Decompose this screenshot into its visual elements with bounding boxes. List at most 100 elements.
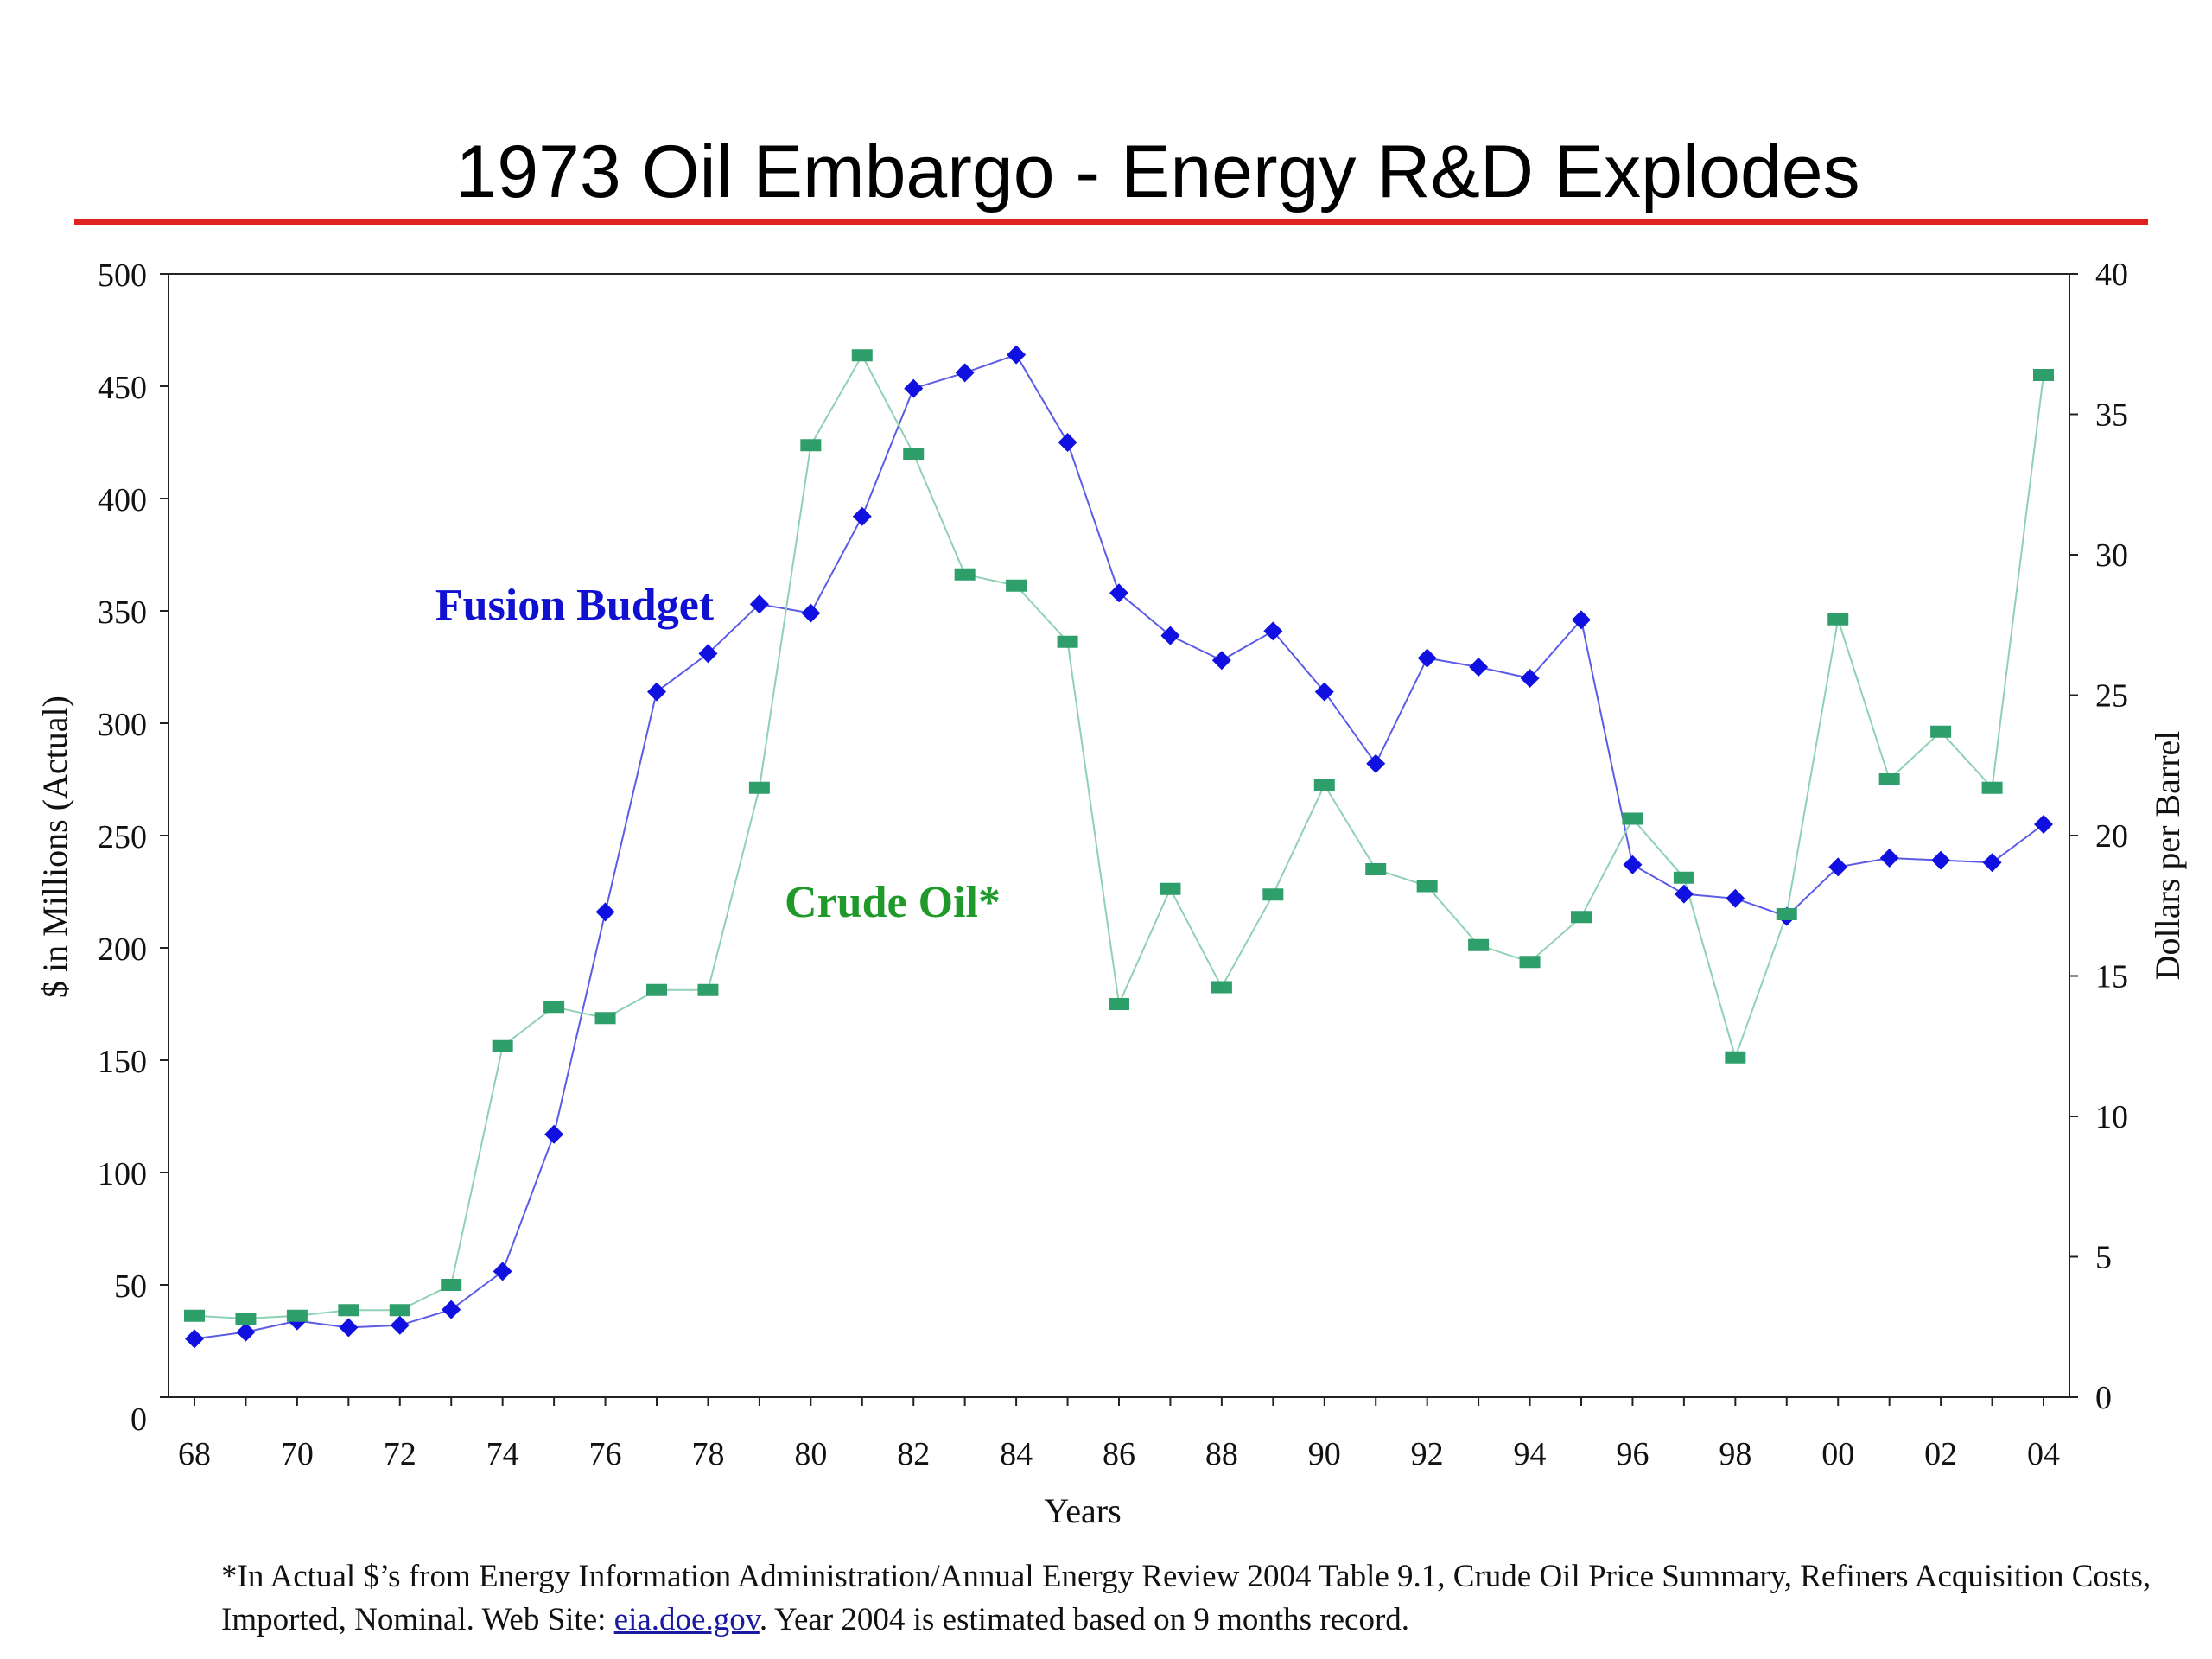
fusion-budget-point bbox=[1109, 583, 1128, 603]
fusion-budget-point bbox=[1674, 884, 1694, 904]
crude-oil-point bbox=[1262, 888, 1284, 901]
fusion-budget-point bbox=[1058, 433, 1077, 452]
fusion-budget-point bbox=[852, 506, 872, 526]
series-label-fusion-budget: Fusion Budget bbox=[435, 581, 715, 630]
crude-oil-point bbox=[184, 1309, 205, 1322]
crude-oil-point bbox=[543, 1001, 565, 1014]
crude-oil-point bbox=[1571, 911, 1592, 924]
crude-oil-point bbox=[1365, 863, 1387, 875]
x-tick-label: 00 bbox=[1821, 1436, 1854, 1472]
crude-oil-point bbox=[748, 781, 770, 794]
x-tick-label: 92 bbox=[1411, 1436, 1444, 1472]
series-label-crude-oil: Crude Oil* bbox=[785, 878, 1001, 927]
fusion-budget-point bbox=[1007, 345, 1027, 365]
crude-oil-point bbox=[1006, 579, 1027, 592]
right-tick-label: 30 bbox=[2095, 537, 2128, 574]
crude-oil-line bbox=[194, 353, 2044, 1320]
source-footnote: *In Actual $’s from Energy Information A… bbox=[221, 1555, 2165, 1642]
crude-oil-point bbox=[1313, 779, 1335, 791]
crude-oil-point bbox=[338, 1304, 359, 1317]
crude-oil-point bbox=[1519, 956, 1541, 969]
page-title: 1973 Oil Embargo - Energy R&D Explodes bbox=[455, 130, 1860, 213]
fusion-budget-point bbox=[1726, 888, 1745, 908]
fusion-budget-point bbox=[1828, 857, 1848, 877]
plot-frame bbox=[168, 273, 2070, 1398]
axis-ticks bbox=[160, 273, 2078, 1406]
x-tick-labels: 68 70 72 74 76 78 80 82 84 86 88 90 92 94 96 98 00 02 04 bbox=[178, 1436, 2060, 1472]
fusion-budget-point bbox=[904, 378, 924, 398]
x-tick-label: 04 bbox=[2027, 1436, 2060, 1472]
fusion-budget-point bbox=[1469, 658, 1489, 677]
x-axis-title: Years bbox=[1044, 1491, 1121, 1530]
fusion-budget-point bbox=[1263, 621, 1283, 641]
crude-oil-point bbox=[1673, 871, 1694, 884]
fusion-budget-point bbox=[1366, 753, 1386, 773]
crude-oil-point bbox=[441, 1279, 462, 1291]
fusion-budget-point bbox=[2034, 815, 2053, 834]
x-tick-label: 96 bbox=[1616, 1436, 1649, 1472]
right-tick-label: 15 bbox=[2095, 959, 2128, 995]
x-tick-label: 82 bbox=[897, 1436, 930, 1472]
fusion-budget-point bbox=[955, 363, 975, 383]
fusion-budget-point bbox=[493, 1262, 512, 1281]
x-tick-label: 90 bbox=[1308, 1436, 1341, 1472]
title-divider bbox=[74, 219, 2148, 225]
crude-oil-point bbox=[646, 983, 667, 996]
left-tick-label: 300 bbox=[98, 707, 147, 743]
fusion-budget-point bbox=[185, 1329, 204, 1349]
crude-oil-point bbox=[1776, 908, 1797, 920]
crude-oil-point bbox=[1827, 613, 1849, 626]
x-tick-label: 72 bbox=[384, 1436, 416, 1472]
crude-oil-point bbox=[1622, 812, 1643, 825]
right-tick-label: 40 bbox=[2095, 257, 2128, 293]
eia-link[interactable]: eia.doe.gov bbox=[613, 1602, 760, 1637]
right-tick-label: 5 bbox=[2095, 1240, 2112, 1276]
fusion-budget-point bbox=[1314, 682, 1334, 702]
fusion-budget-point bbox=[595, 902, 615, 922]
fusion-budget-point bbox=[236, 1322, 256, 1342]
left-tick-label: 250 bbox=[98, 819, 147, 855]
series-markers bbox=[184, 345, 2054, 1349]
x-tick-label: 68 bbox=[178, 1436, 211, 1472]
fusion-budget-point bbox=[1623, 855, 1643, 874]
x-tick-label: 84 bbox=[1000, 1436, 1033, 1472]
right-tick-label: 20 bbox=[2095, 818, 2128, 855]
crude-oil-point bbox=[286, 1309, 308, 1322]
crude-oil-point bbox=[1878, 773, 1900, 785]
x-tick-label: 94 bbox=[1514, 1436, 1547, 1472]
crude-oil-point bbox=[1109, 998, 1129, 1010]
y-axis-title-right: Dollars per Barrel bbox=[2148, 731, 2187, 981]
left-tick-label: 50 bbox=[114, 1268, 147, 1305]
fusion-budget-point bbox=[801, 603, 821, 623]
x-tick-label: 88 bbox=[1205, 1436, 1238, 1472]
left-tick-labels: 0 50 100 150 200 250 300 350 400 450 500 bbox=[98, 257, 147, 1438]
right-tick-label: 10 bbox=[2095, 1099, 2128, 1135]
crude-oil-point bbox=[2033, 369, 2054, 381]
fusion-budget-point bbox=[544, 1124, 564, 1144]
fusion-budget-point bbox=[390, 1315, 410, 1335]
left-tick-label: 350 bbox=[98, 594, 147, 631]
crude-oil-point bbox=[389, 1304, 410, 1317]
fusion-budget-point bbox=[1982, 853, 2002, 873]
fusion-budget-point bbox=[1572, 610, 1591, 630]
series-lines bbox=[194, 353, 2044, 1340]
footnote-text: *In Actual $’s from Energy Information A… bbox=[221, 1559, 2152, 1637]
right-tick-labels: 0 5 10 15 20 25 30 35 40 bbox=[2095, 257, 2128, 1416]
left-tick-label: 400 bbox=[98, 482, 147, 518]
left-tick-label: 100 bbox=[98, 1156, 147, 1192]
crude-oil-point bbox=[1930, 725, 1952, 738]
fusion-budget-point bbox=[1160, 626, 1180, 645]
crude-oil-point bbox=[1057, 635, 1078, 648]
left-tick-label: 500 bbox=[98, 257, 147, 294]
x-tick-label: 98 bbox=[1719, 1436, 1751, 1472]
x-tick-label: 74 bbox=[486, 1436, 519, 1472]
crude-oil-point bbox=[697, 983, 719, 996]
fusion-budget-point bbox=[339, 1318, 359, 1338]
crude-oil-point bbox=[1981, 781, 2003, 794]
y-axis-title-left: $ in Millions (Actual) bbox=[35, 696, 74, 998]
crude-oil-point bbox=[1211, 981, 1232, 994]
fusion-budget-point bbox=[749, 594, 769, 614]
fusion-budget-point bbox=[698, 644, 718, 664]
